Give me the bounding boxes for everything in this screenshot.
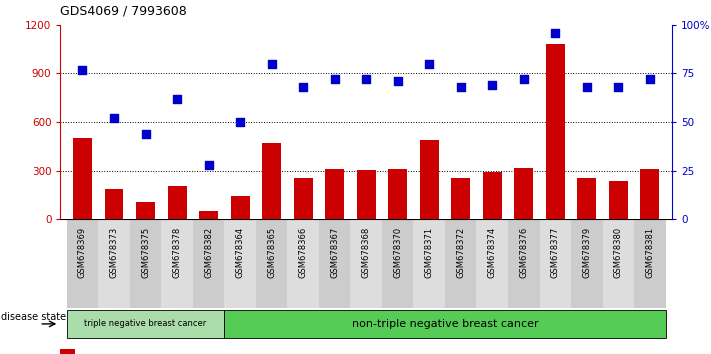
Text: GDS4069 / 7993608: GDS4069 / 7993608 — [60, 5, 187, 18]
Bar — [168, 186, 186, 219]
Bar — [230, 196, 250, 219]
Text: GSM678372: GSM678372 — [456, 227, 465, 278]
Point — [360, 76, 372, 82]
Point — [644, 76, 656, 82]
Text: GSM678376: GSM678376 — [519, 227, 528, 278]
Bar — [508, 219, 540, 308]
Bar — [294, 178, 313, 219]
Text: GSM678378: GSM678378 — [173, 227, 181, 278]
Bar — [419, 140, 439, 219]
Bar — [451, 178, 470, 219]
Bar — [225, 219, 256, 308]
Text: GSM678369: GSM678369 — [78, 227, 87, 278]
Point — [455, 84, 466, 90]
Bar — [476, 219, 508, 308]
Point — [171, 96, 183, 102]
Bar — [73, 138, 92, 219]
Text: GSM678370: GSM678370 — [393, 227, 402, 278]
Point — [77, 67, 88, 72]
Bar — [287, 219, 319, 308]
Point — [581, 84, 592, 90]
Text: GSM678365: GSM678365 — [267, 227, 276, 278]
Bar — [602, 219, 634, 308]
Bar — [388, 169, 407, 219]
Bar — [319, 219, 351, 308]
Text: disease state: disease state — [1, 312, 66, 322]
Point — [329, 76, 341, 82]
Bar — [105, 189, 124, 219]
Point — [108, 115, 119, 121]
Bar — [634, 219, 665, 308]
Text: GSM678373: GSM678373 — [109, 227, 119, 278]
Point — [203, 162, 214, 168]
Bar — [514, 169, 533, 219]
Point — [266, 61, 277, 67]
Point — [486, 82, 498, 88]
Text: non-triple negative breast cancer: non-triple negative breast cancer — [352, 319, 538, 329]
Point — [297, 84, 309, 90]
Bar — [413, 219, 445, 308]
Text: GSM678375: GSM678375 — [141, 227, 150, 278]
Point — [613, 84, 624, 90]
Bar — [540, 219, 571, 308]
Bar — [136, 202, 155, 219]
Bar — [199, 211, 218, 219]
Text: GSM678374: GSM678374 — [488, 227, 497, 278]
Point — [140, 131, 151, 137]
Text: GSM678377: GSM678377 — [551, 227, 560, 278]
Point — [518, 76, 530, 82]
Text: GSM678379: GSM678379 — [582, 227, 592, 278]
Bar — [571, 219, 602, 308]
Bar — [193, 219, 225, 308]
Bar — [60, 349, 75, 354]
Point — [550, 30, 561, 35]
Bar — [325, 169, 344, 219]
Text: GSM678367: GSM678367 — [330, 227, 339, 278]
Bar — [357, 170, 375, 219]
Text: GSM678371: GSM678371 — [424, 227, 434, 278]
Point — [392, 78, 403, 84]
Bar — [351, 219, 382, 308]
Bar — [641, 169, 659, 219]
Bar — [609, 181, 628, 219]
Bar — [256, 219, 287, 308]
Text: GSM678368: GSM678368 — [362, 227, 370, 278]
Bar — [161, 219, 193, 308]
Bar — [98, 219, 130, 308]
Bar — [445, 219, 476, 308]
Bar — [382, 219, 413, 308]
Text: triple negative breast cancer: triple negative breast cancer — [85, 319, 207, 329]
Bar — [67, 309, 225, 338]
Bar — [67, 219, 98, 308]
Bar — [546, 44, 565, 219]
Bar — [577, 178, 597, 219]
Bar — [225, 309, 665, 338]
Text: GSM678382: GSM678382 — [204, 227, 213, 278]
Text: GSM678366: GSM678366 — [299, 227, 308, 278]
Text: GSM678381: GSM678381 — [646, 227, 654, 278]
Bar — [130, 219, 161, 308]
Bar — [262, 143, 281, 219]
Text: GSM678364: GSM678364 — [235, 227, 245, 278]
Point — [424, 61, 435, 67]
Bar — [483, 172, 502, 219]
Point — [235, 119, 246, 125]
Text: GSM678380: GSM678380 — [614, 227, 623, 278]
